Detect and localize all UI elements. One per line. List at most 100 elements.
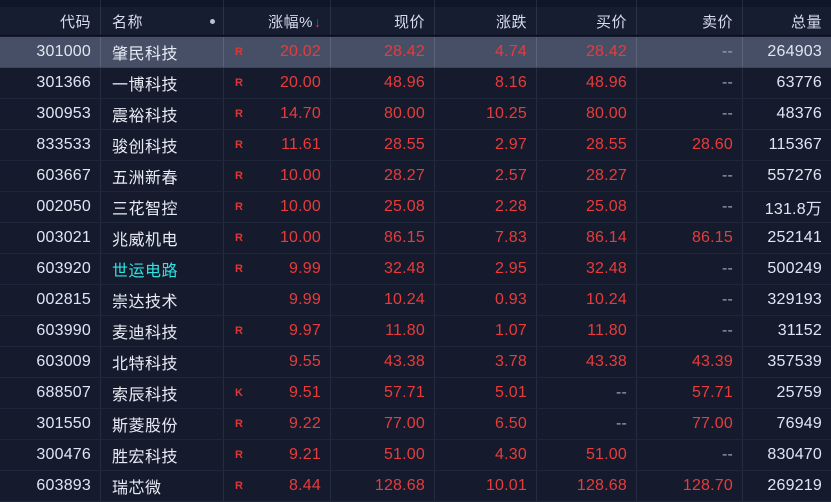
- column-header-pct[interactable]: 涨幅% ↓: [224, 7, 330, 35]
- cell-bid-price: 32.48: [537, 254, 636, 284]
- column-header-label: 名称: [112, 13, 144, 31]
- cell-market-flag: R: [224, 440, 248, 470]
- column-divider: [742, 37, 743, 67]
- cell-total-volume-text: 252141: [767, 229, 822, 246]
- column-header-label: 代码: [59, 13, 91, 31]
- table-row[interactable]: 603920 世运电路 R 9.99 32.48 2.95 32.48 -- 500249: [0, 254, 831, 285]
- column-divider: [223, 192, 224, 222]
- column-divider: [742, 316, 743, 346]
- column-divider: [330, 285, 331, 315]
- column-divider: [330, 7, 331, 35]
- cell-name: 世运电路: [101, 254, 223, 284]
- column-divider: [742, 223, 743, 253]
- column-divider: [536, 130, 537, 160]
- cell-bid-price: 80.00: [537, 99, 636, 129]
- table-row[interactable]: 603893 瑞芯微 R 8.44 128.68 10.01 128.68 128.70 269…: [0, 471, 831, 502]
- column-divider: [536, 37, 537, 67]
- column-header-chg[interactable]: 涨跌: [435, 7, 536, 35]
- cell-name-text: 瑞芯微: [112, 480, 162, 497]
- cell-name-text: 北特科技: [112, 356, 179, 373]
- column-divider: [100, 378, 101, 408]
- column-divider: [330, 409, 331, 439]
- table-row[interactable]: 300953 震裕科技 R 14.70 80.00 10.25 80.00 -- 48376: [0, 99, 831, 130]
- table-row[interactable]: 301000 肇民科技 R 20.02 28.42 4.74 28.42 -- 264903: [0, 37, 831, 68]
- column-divider: [223, 130, 224, 160]
- cell-bid-price: 10.24: [537, 285, 636, 315]
- column-divider: [742, 471, 743, 501]
- column-divider: [536, 161, 537, 191]
- table-row[interactable]: 603667 五洲新春 R 10.00 28.27 2.57 28.27 -- 557276: [0, 161, 831, 192]
- cell-code-text: 301550: [36, 415, 91, 432]
- cell-change-amount-text: 5.01: [495, 384, 527, 401]
- market-flag-badge: R: [235, 170, 243, 182]
- column-header-bid[interactable]: 买价: [537, 7, 636, 35]
- table-row[interactable]: 603009 北特科技 9.55 43.38 3.78 43.38 43.39 357539: [0, 347, 831, 378]
- cell-change-percent: 9.21: [224, 440, 330, 470]
- column-divider: [223, 471, 224, 501]
- sort-descending-icon[interactable]: ↓: [314, 14, 321, 30]
- cell-last-price: 51.00: [331, 440, 434, 470]
- cell-bid-price-text: 80.00: [585, 105, 627, 122]
- table-row[interactable]: 002050 三花智控 R 10.00 25.08 2.28 25.08 -- 131.8万: [0, 192, 831, 223]
- cell-last-price-text: 32.48: [383, 260, 425, 277]
- cell-bid-price-text: 28.42: [585, 43, 627, 60]
- column-header-price[interactable]: 现价: [331, 7, 434, 35]
- cell-change-amount: 10.25: [435, 99, 536, 129]
- column-divider: [742, 285, 743, 315]
- table-row[interactable]: 300476 胜宏科技 R 9.21 51.00 4.30 51.00 -- 830470: [0, 440, 831, 471]
- column-header-ask[interactable]: 卖价: [637, 7, 742, 35]
- cell-total-volume: 557276: [743, 161, 831, 191]
- market-flag-badge: R: [235, 201, 243, 213]
- column-divider: [100, 161, 101, 191]
- table-row[interactable]: 301550 斯菱股份 R 9.22 77.00 6.50 -- 77.00 76949: [0, 409, 831, 440]
- cell-change-amount-text: 6.50: [495, 415, 527, 432]
- column-divider: [536, 223, 537, 253]
- table-row[interactable]: 603990 麦迪科技 R 9.97 11.80 1.07 11.80 -- 31152: [0, 316, 831, 347]
- column-divider: [330, 68, 331, 98]
- cell-name: 崇达技术: [101, 285, 223, 315]
- column-divider: [536, 316, 537, 346]
- table-row[interactable]: 003021 兆威机电 R 10.00 86.15 7.83 86.14 86.15 25214…: [0, 223, 831, 254]
- cell-last-price-text: 28.55: [383, 136, 425, 153]
- column-header-vol[interactable]: 总量: [743, 7, 831, 35]
- column-header-name[interactable]: 名称: [101, 7, 223, 35]
- cell-change-percent-text: 9.21: [289, 446, 321, 463]
- cell-name-text: 胜宏科技: [112, 449, 179, 466]
- column-header-code[interactable]: 代码: [0, 7, 100, 35]
- cell-name: 一博科技: [101, 68, 223, 98]
- column-divider: [536, 471, 537, 501]
- cell-name: 索辰科技: [101, 378, 223, 408]
- column-divider: [536, 99, 537, 129]
- cell-last-price-text: 128.68: [374, 477, 425, 494]
- cell-name-text: 骏创科技: [112, 139, 179, 156]
- cell-total-volume: 25759: [743, 378, 831, 408]
- cell-bid-price: 25.08: [537, 192, 636, 222]
- column-divider: [223, 223, 224, 253]
- cell-total-volume-text: 76949: [776, 415, 822, 432]
- table-row[interactable]: 833533 骏创科技 R 11.61 28.55 2.97 28.55 28.60 11536…: [0, 130, 831, 161]
- market-flag-badge: R: [235, 325, 243, 337]
- column-header-label: 买价: [595, 13, 627, 31]
- cell-change-percent: 20.00: [224, 68, 330, 98]
- column-divider: [100, 440, 101, 470]
- cell-total-volume-text: 63776: [776, 74, 822, 91]
- cell-last-price-text: 48.96: [383, 74, 425, 91]
- table-row[interactable]: 002815 崇达技术 9.99 10.24 0.93 10.24 -- 329193: [0, 285, 831, 316]
- cell-change-percent: 9.51: [224, 378, 330, 408]
- cell-change-amount: 2.95: [435, 254, 536, 284]
- column-divider: [223, 254, 224, 284]
- cell-name-text: 三花智控: [112, 201, 179, 218]
- column-divider: [536, 285, 537, 315]
- table-row[interactable]: 301366 一博科技 R 20.00 48.96 8.16 48.96 -- 63776: [0, 68, 831, 99]
- cell-ask-price: 57.71: [637, 378, 742, 408]
- cell-last-price: 77.00: [331, 409, 434, 439]
- cell-code: 603990: [0, 316, 100, 346]
- cell-change-amount: 6.50: [435, 409, 536, 439]
- table-row[interactable]: 688507 索辰科技 K 9.51 57.71 5.01 -- 57.71 25759: [0, 378, 831, 409]
- cell-name-text: 震裕科技: [112, 108, 179, 125]
- cell-code-text: 688507: [36, 384, 91, 401]
- cell-ask-price-text: 43.39: [691, 353, 733, 370]
- cell-bid-price-text: 51.00: [585, 446, 627, 463]
- cell-total-volume: 269219: [743, 471, 831, 501]
